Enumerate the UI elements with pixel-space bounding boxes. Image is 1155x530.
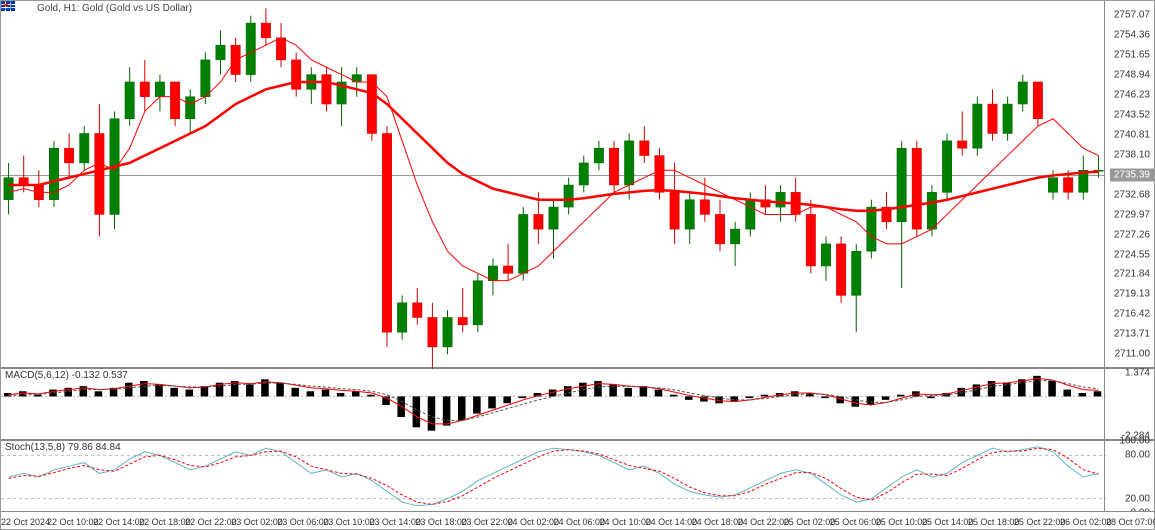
xaxis-label: 23 Oct 02:00 <box>231 517 283 527</box>
xaxis-label: 25 Oct 22:00 <box>1014 517 1066 527</box>
xaxis-label: 26 Oct 02:00 <box>1060 517 1112 527</box>
stoch-chart <box>1 441 1106 513</box>
xaxis-label: 24 Oct 18:00 <box>692 517 744 527</box>
price-yaxis: 2757.072754.362751.652748.942746.232743.… <box>1104 1 1154 367</box>
macd-chart <box>1 369 1106 441</box>
xaxis-label: 22 Oct 22:00 <box>185 517 237 527</box>
xaxis-label: 24 Oct 02:00 <box>507 517 559 527</box>
stoch-panel[interactable]: Stoch(13,5,8) 79.86 84.84 100.0080.0020.… <box>1 441 1154 513</box>
xaxis-label: 22 Oct 14:00 <box>93 517 145 527</box>
xaxis-label: 23 Oct 10:00 <box>323 517 375 527</box>
xaxis-label: 24 Oct 10:00 <box>600 517 652 527</box>
macd-panel[interactable]: MACD(5,6,12) -0.132 0.537 1.374-2.284 <box>1 369 1154 441</box>
xaxis-label: 23 Oct 14:00 <box>369 517 421 527</box>
stoch-yaxis: 100.0080.0020.000.00 <box>1104 441 1154 513</box>
xaxis-label: 28 Oct 07:00 <box>1106 517 1155 527</box>
xaxis-label: 25 Oct 06:00 <box>830 517 882 527</box>
xaxis-label: 22 Oct 18:00 <box>139 517 191 527</box>
xaxis-label: 23 Oct 06:00 <box>277 517 329 527</box>
chart-container: Gold, H1: Gold (Gold vs US Dollar) 2757.… <box>0 0 1155 530</box>
xaxis-label: 23 Oct 22:00 <box>461 517 513 527</box>
xaxis-label: 24 Oct 06:00 <box>554 517 606 527</box>
xaxis-label: 25 Oct 14:00 <box>922 517 974 527</box>
macd-yaxis: 1.374-2.284 <box>1104 369 1154 439</box>
xaxis-label: 25 Oct 18:00 <box>968 517 1020 527</box>
chart-title: Gold, H1: Gold (Gold vs US Dollar) <box>37 3 192 14</box>
zoom-icon <box>21 3 35 13</box>
candlestick-chart <box>1 1 1106 369</box>
xaxis-label: 22 Oct 10:00 <box>47 517 99 527</box>
price-panel[interactable]: 2757.072754.362751.652748.942746.232743.… <box>1 1 1154 369</box>
macd-label: MACD(5,6,12) -0.132 0.537 <box>5 370 128 381</box>
time-axis: 22 Oct 202422 Oct 10:0022 Oct 14:0022 Oc… <box>1 511 1154 529</box>
chart-header: Gold, H1: Gold (Gold vs US Dollar) <box>1 1 196 15</box>
current-price-marker: 2735.39 <box>1110 168 1154 181</box>
xaxis-label: 24 Oct 14:00 <box>646 517 698 527</box>
xaxis-label: 25 Oct 10:00 <box>876 517 928 527</box>
stoch-label: Stoch(13,5,8) 79.86 84.84 <box>5 442 121 453</box>
xaxis-label: 22 Oct 2024 <box>1 517 50 527</box>
xaxis-label: 25 Oct 02:00 <box>784 517 836 527</box>
xaxis-label: 24 Oct 22:00 <box>738 517 790 527</box>
xaxis-label: 23 Oct 18:00 <box>415 517 467 527</box>
